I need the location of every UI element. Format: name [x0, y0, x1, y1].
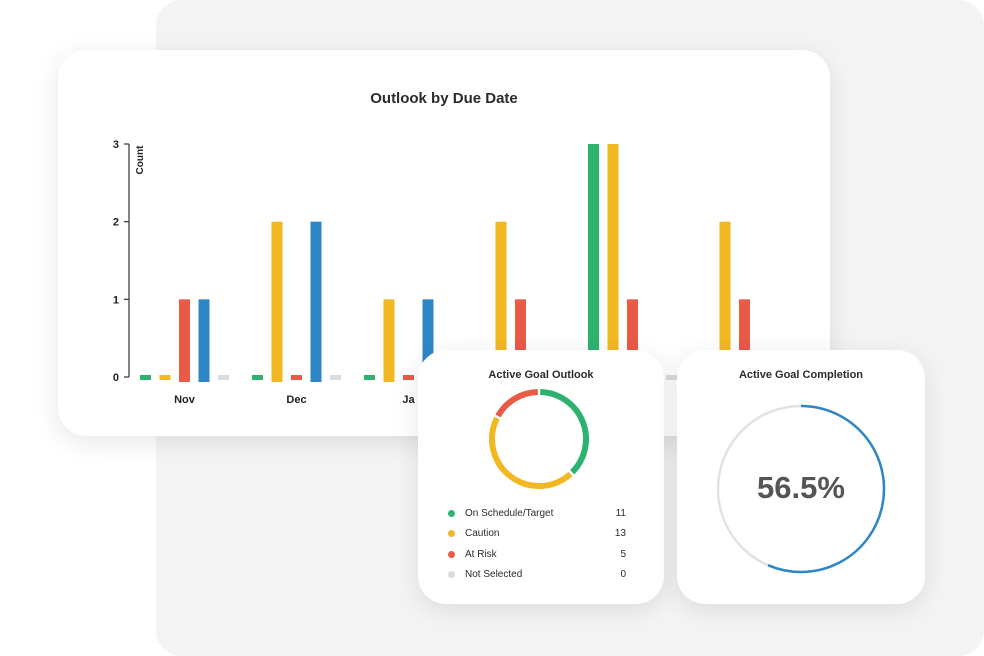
bar-zero — [403, 375, 414, 380]
bar — [588, 144, 599, 382]
legend-item-on-schedule: On Schedule/Target 11 — [448, 503, 626, 524]
completion-percentage: 56.5% — [757, 470, 845, 505]
bar-zero — [666, 375, 677, 380]
active-goal-completion-card: Active Goal Completion 56.5% — [677, 350, 925, 604]
donut-slice — [495, 389, 539, 418]
legend-dot — [448, 550, 455, 558]
legend-count: 13 — [614, 528, 626, 540]
bar-zero — [330, 375, 341, 380]
y-tick-label: 2 — [113, 217, 119, 229]
chart-title: Outlook by Due Date — [370, 90, 518, 107]
bar — [719, 221, 731, 382]
donut-slice — [540, 389, 589, 475]
active-goal-outlook-card: Active Goal Outlook On Schedule/Target 1… — [418, 350, 664, 604]
legend-label: At Risk — [465, 548, 497, 560]
outlook-title: Active Goal Outlook — [488, 369, 594, 381]
legend-label: On Schedule/Target — [465, 507, 554, 519]
bar — [179, 299, 190, 382]
bar — [495, 221, 507, 382]
y-tick-label: 1 — [113, 294, 119, 306]
bar — [515, 299, 526, 382]
legend-item-not-selected: Not Selected 0 — [448, 565, 626, 586]
bar — [627, 299, 638, 382]
bar — [739, 299, 750, 382]
bar-zero — [291, 375, 302, 380]
completion-ring-chart — [716, 404, 886, 574]
bar — [310, 221, 322, 382]
bar-zero — [159, 375, 171, 380]
bar — [422, 299, 434, 382]
x-tick-label: Dec — [286, 394, 306, 406]
x-tick-label: Nov — [174, 394, 196, 406]
legend-count: 5 — [620, 548, 626, 560]
legend-label: Not Selected — [465, 569, 523, 581]
bar — [383, 299, 395, 382]
ring-progress — [767, 404, 886, 574]
legend-count: 11 — [615, 507, 626, 519]
bar-zero — [140, 375, 151, 380]
bar-zero — [364, 375, 375, 380]
legend-dot — [448, 571, 455, 579]
bar — [607, 144, 619, 382]
y-axis-label: Count — [135, 145, 146, 175]
bar-zero — [218, 375, 229, 380]
legend-dot — [448, 530, 455, 538]
completion-title: Active Goal Completion — [738, 369, 864, 381]
legend-count: 0 — [620, 569, 626, 581]
bar — [271, 221, 283, 382]
legend-item-at-risk: At Risk 5 — [448, 544, 626, 565]
outlook-legend: On Schedule/Target 11 Caution 13 At Risk… — [448, 503, 626, 585]
outlook-donut-chart — [489, 389, 589, 489]
legend-item-caution: Caution 13 — [448, 524, 626, 545]
bar-zero — [252, 375, 263, 380]
bar — [198, 299, 210, 382]
y-tick-label: 3 — [113, 139, 119, 151]
y-tick-label: 0 — [113, 372, 119, 384]
donut-slice — [489, 416, 573, 489]
legend-dot — [448, 509, 455, 517]
legend-label: Caution — [465, 528, 500, 540]
x-tick-label: Ja — [402, 394, 415, 406]
